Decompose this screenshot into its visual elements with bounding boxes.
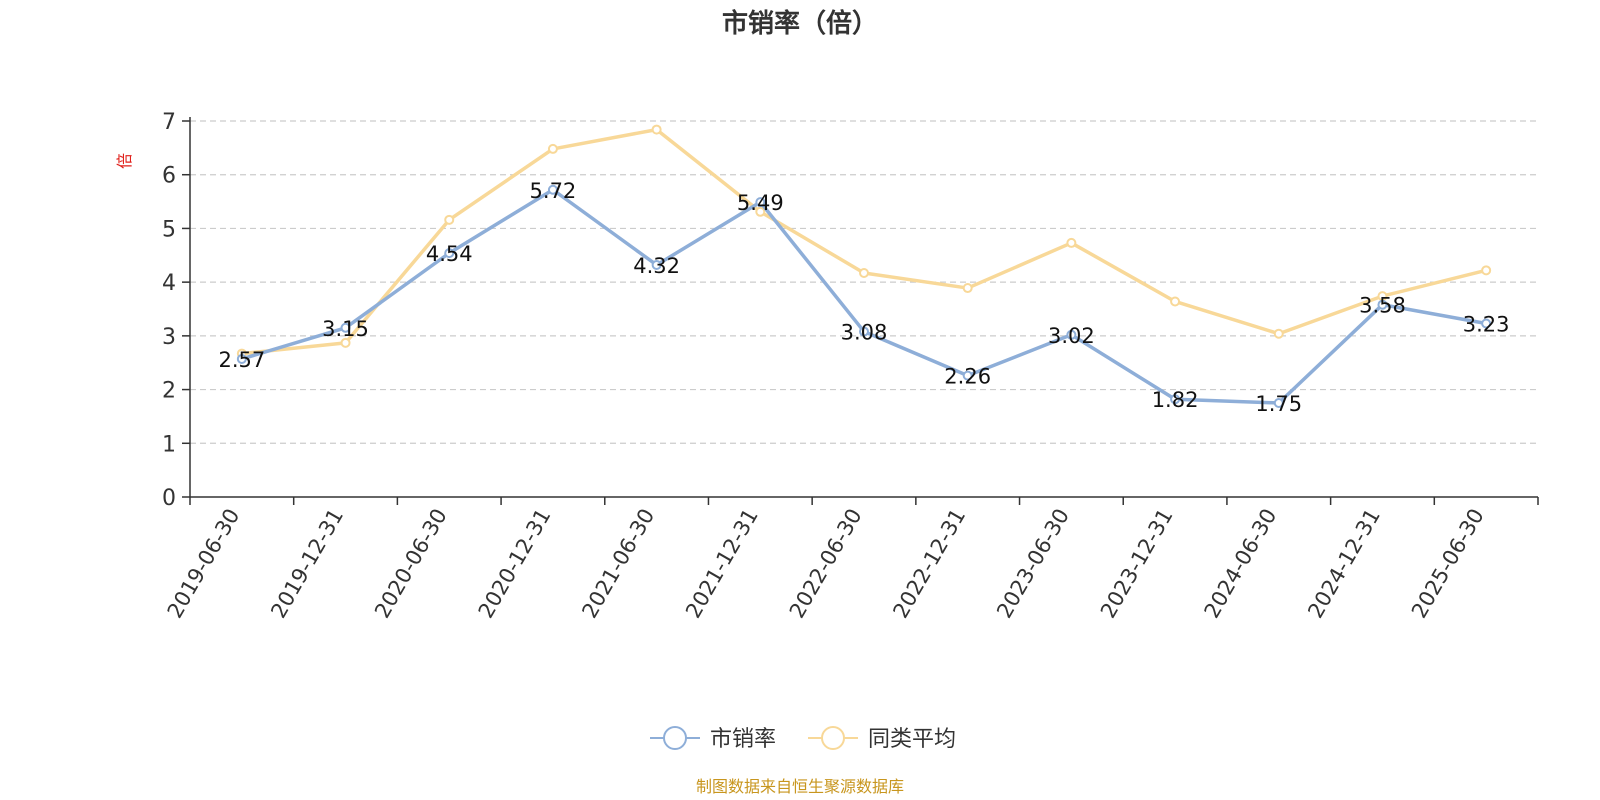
x-tick-label: 2019-12-31 (266, 505, 348, 623)
data-point[interactable] (340, 337, 351, 348)
data-label: 4.54 (426, 242, 473, 266)
source-note: 制图数据来自恒生聚源数据库 (696, 777, 904, 796)
x-tick-labels: 2019-06-30 2019-12-31 2020-06-30 2020-12-31… (163, 505, 1489, 623)
data-label: 3.58 (1359, 294, 1406, 318)
data-label: 3.02 (1048, 324, 1095, 348)
data-point[interactable] (1170, 394, 1181, 405)
data-point[interactable] (340, 322, 351, 333)
data-point[interactable] (859, 326, 869, 337)
x-tick-label: 2024-06-30 (1200, 505, 1282, 623)
data-labels: 2.57 3.15 4.54 5.72 4.32 5.49 3.08 2.26 3.02 1.82… (218, 179, 1509, 416)
grid-lines (190, 120, 1538, 444)
data-label: 1.82 (1152, 388, 1199, 412)
y-tick-label: 2 (162, 379, 176, 404)
data-label: 4.32 (633, 254, 680, 278)
data-point[interactable] (1481, 318, 1492, 329)
data-label: 2.57 (218, 348, 265, 372)
y-tick-label: 4 (162, 271, 176, 296)
data-point[interactable] (1273, 328, 1284, 339)
data-point[interactable] (962, 283, 973, 294)
y-tick-label: 6 (162, 164, 176, 189)
chart-title: 市销率（倍） (722, 8, 878, 39)
data-point[interactable] (444, 214, 455, 225)
x-tick-label: 2025-06-30 (1407, 505, 1489, 623)
data-point[interactable] (1066, 329, 1077, 340)
axes (182, 117, 1539, 505)
legend[interactable]: 市销率 同类平均 (650, 726, 956, 752)
data-point[interactable] (755, 197, 766, 208)
series-layer (236, 124, 1492, 408)
data-point[interactable] (755, 206, 766, 217)
legend-label: 同类平均 (868, 727, 956, 752)
data-point[interactable] (859, 268, 869, 279)
data-point[interactable] (1273, 398, 1284, 408)
data-point[interactable] (962, 370, 973, 381)
data-point[interactable] (651, 124, 662, 135)
x-tick-label: 2020-12-31 (474, 505, 556, 623)
series-ps-ratio (236, 184, 1492, 408)
x-tick-label: 2023-06-30 (992, 505, 1074, 623)
data-point[interactable] (547, 184, 558, 195)
data-label: 3.23 (1463, 313, 1510, 337)
series-peer-average (236, 124, 1492, 359)
data-label: 3.08 (841, 321, 888, 345)
data-label: 5.72 (530, 179, 577, 203)
data-point[interactable] (1066, 237, 1077, 248)
y-tick-label: 0 (162, 486, 176, 511)
legend-item-ps-ratio[interactable]: 市销率 (650, 726, 776, 752)
y-tick-labels: 0 1 2 3 4 5 6 7 (162, 110, 176, 511)
x-tick-label: 2023-12-31 (1096, 505, 1178, 623)
data-point[interactable] (236, 353, 247, 364)
data-point[interactable] (444, 248, 455, 259)
series-line (241, 188, 1487, 405)
legend-item-peer-average[interactable]: 同类平均 (808, 726, 956, 752)
data-label: 2.26 (944, 365, 991, 389)
y-tick-label: 7 (162, 110, 176, 135)
x-tick-label: 2022-06-30 (785, 505, 867, 623)
data-point[interactable] (547, 143, 558, 154)
x-tick-label: 2019-06-30 (163, 505, 245, 623)
y-tick-label: 1 (162, 432, 176, 457)
data-point[interactable] (1170, 296, 1181, 307)
x-tick-label: 2021-12-31 (681, 505, 763, 623)
data-label: 1.75 (1255, 392, 1302, 416)
legend-marker-icon (663, 726, 687, 750)
data-label: 3.15 (322, 317, 369, 341)
y-axis-unit: 倍 (115, 153, 134, 169)
data-point[interactable] (1377, 299, 1388, 310)
y-tick-label: 3 (162, 325, 176, 350)
data-point[interactable] (1481, 265, 1492, 276)
data-label: 5.49 (737, 191, 784, 215)
data-point[interactable] (651, 259, 662, 270)
legend-label: 市销率 (710, 727, 776, 752)
y-tick-label: 5 (162, 217, 176, 242)
legend-marker-icon (821, 726, 845, 750)
x-tick-label: 2022-12-31 (888, 505, 970, 623)
x-tick-label: 2024-12-31 (1303, 505, 1385, 623)
x-tick-label: 2020-06-30 (370, 505, 452, 623)
x-tick-label: 2021-06-30 (577, 505, 659, 623)
